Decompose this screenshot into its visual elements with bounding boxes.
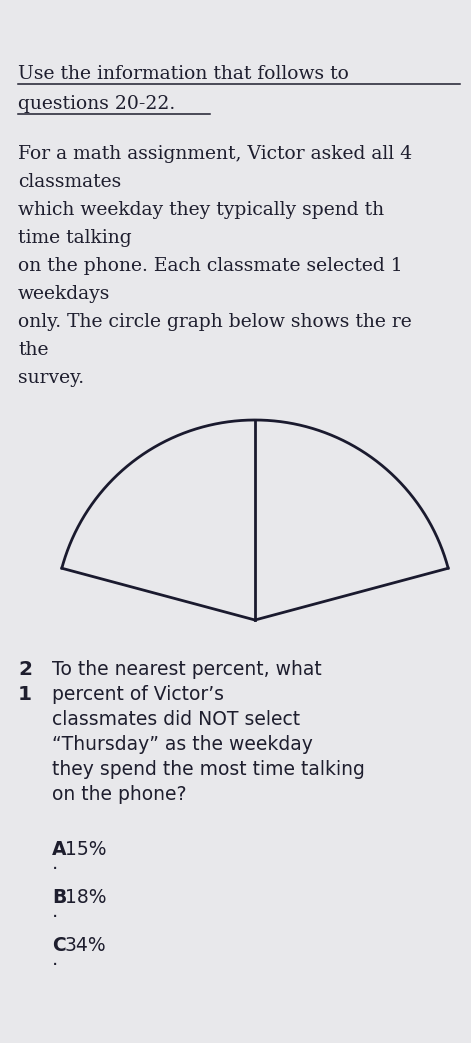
Text: A: A bbox=[52, 840, 66, 859]
Text: which weekday they typically spend th: which weekday they typically spend th bbox=[18, 201, 384, 219]
Text: Use the information that follows to: Use the information that follows to bbox=[18, 65, 349, 83]
Text: For a math assignment, Victor asked all 4: For a math assignment, Victor asked all … bbox=[18, 145, 412, 163]
Text: time talking: time talking bbox=[18, 229, 131, 247]
Text: ·: · bbox=[52, 956, 58, 975]
Text: classmates: classmates bbox=[18, 173, 121, 191]
Text: on the phone. Each classmate selected 1: on the phone. Each classmate selected 1 bbox=[18, 257, 403, 275]
Text: questions 20-22.: questions 20-22. bbox=[18, 95, 175, 113]
Text: “Thursday” as the weekday: “Thursday” as the weekday bbox=[52, 735, 313, 754]
Text: classmates did NOT select: classmates did NOT select bbox=[52, 710, 300, 729]
Text: 34%: 34% bbox=[65, 936, 106, 955]
Text: percent of Victor’s: percent of Victor’s bbox=[52, 685, 224, 704]
Text: 1: 1 bbox=[18, 685, 32, 704]
Text: the: the bbox=[18, 341, 49, 359]
Text: they spend the most time talking: they spend the most time talking bbox=[52, 760, 365, 779]
Text: survey.: survey. bbox=[18, 369, 84, 387]
Text: To the nearest percent, what: To the nearest percent, what bbox=[52, 660, 322, 679]
Text: 18%: 18% bbox=[65, 888, 106, 907]
Text: 2: 2 bbox=[18, 660, 32, 679]
Text: B: B bbox=[52, 888, 66, 907]
Text: ·: · bbox=[52, 908, 58, 927]
Text: weekdays: weekdays bbox=[18, 285, 110, 304]
Text: only. The circle graph below shows the re: only. The circle graph below shows the r… bbox=[18, 313, 412, 331]
Text: on the phone?: on the phone? bbox=[52, 785, 187, 804]
Text: 15%: 15% bbox=[65, 840, 106, 859]
Text: C: C bbox=[52, 936, 66, 955]
Text: ·: · bbox=[52, 860, 58, 879]
